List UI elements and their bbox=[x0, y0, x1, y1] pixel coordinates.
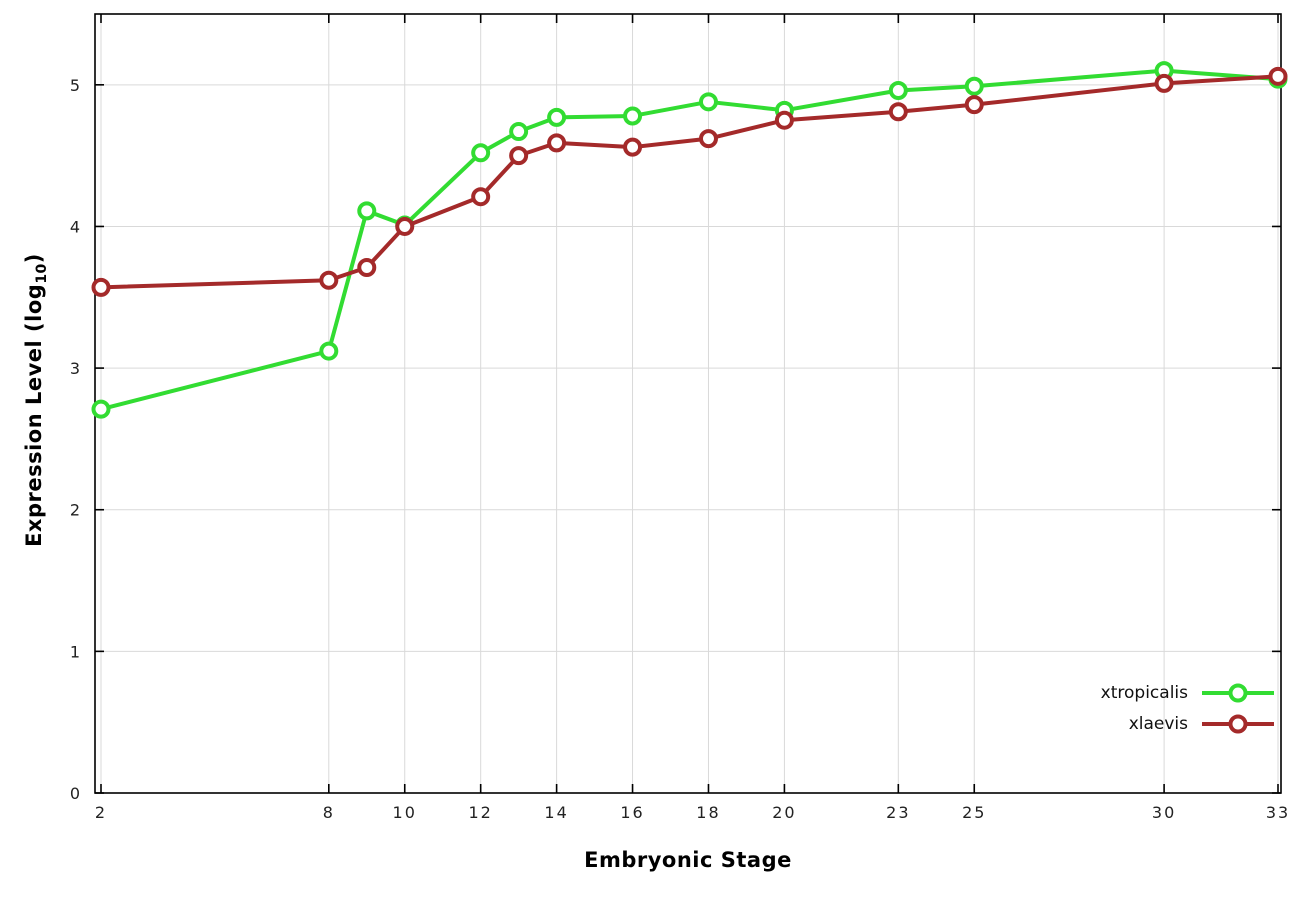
legend-line-marker-icon bbox=[1202, 683, 1274, 703]
y-axis-label-suffix: ) bbox=[21, 253, 46, 264]
x-tick-label: 12 bbox=[468, 803, 492, 822]
data-point-marker bbox=[774, 110, 794, 130]
legend: xtropicalis xlaevis bbox=[1101, 682, 1276, 735]
x-tick-label: 14 bbox=[544, 803, 568, 822]
y-tick-label: 5 bbox=[70, 76, 82, 95]
gridlines bbox=[95, 14, 1281, 794]
data-point-marker bbox=[395, 216, 415, 236]
x-tick-label: 2 bbox=[95, 803, 107, 822]
data-point-marker bbox=[547, 107, 567, 127]
y-axis-label: Expression Level (log10) bbox=[22, 253, 50, 547]
legend-item-xtropicalis: xtropicalis bbox=[1101, 682, 1276, 704]
plot-border bbox=[94, 13, 1282, 794]
series-xlaevis bbox=[91, 66, 1288, 297]
y-tick-label: 2 bbox=[70, 501, 82, 520]
x-tick-label: 18 bbox=[696, 803, 720, 822]
x-tick-label: 16 bbox=[620, 803, 644, 822]
legend-label: xlaevis bbox=[1128, 714, 1188, 734]
legend-line-marker-icon bbox=[1202, 714, 1274, 734]
data-point-marker bbox=[698, 129, 718, 149]
series-xtropicalis bbox=[91, 61, 1288, 419]
y-axis-label-subscript: 10 bbox=[34, 263, 51, 284]
y-tick-label: 1 bbox=[70, 642, 82, 661]
x-tick-label: 23 bbox=[886, 803, 910, 822]
data-point-marker bbox=[471, 187, 491, 207]
data-point-marker bbox=[471, 143, 491, 163]
x-axis-ticks: 2 8 10 12 14 16 18 20 23 25 30 33 bbox=[95, 14, 1290, 822]
x-tick-label: 30 bbox=[1152, 803, 1176, 822]
data-point-marker bbox=[888, 80, 908, 100]
x-tick-label: 20 bbox=[772, 803, 796, 822]
data-point-marker bbox=[1268, 66, 1288, 86]
x-axis-label: Embryonic Stage bbox=[584, 848, 792, 872]
x-tick-label: 10 bbox=[393, 803, 417, 822]
data-point-marker bbox=[698, 92, 718, 112]
legend-item-xlaevis: xlaevis bbox=[1129, 713, 1276, 735]
data-point-marker bbox=[357, 201, 377, 221]
data-point-marker bbox=[91, 277, 111, 297]
y-axis-label-text: Expression Level (log bbox=[21, 283, 46, 547]
legend-label: xtropicalis bbox=[1100, 683, 1188, 703]
data-point-marker bbox=[319, 341, 339, 361]
x-tick-label: 8 bbox=[323, 803, 335, 822]
y-tick-label: 4 bbox=[70, 217, 82, 236]
data-point-marker bbox=[509, 122, 529, 142]
data-point-marker bbox=[964, 95, 984, 115]
data-point-marker bbox=[91, 399, 111, 419]
x-tick-label: 25 bbox=[962, 803, 986, 822]
data-point-marker bbox=[623, 137, 643, 157]
x-tick-label: 33 bbox=[1266, 803, 1290, 822]
data-point-marker bbox=[623, 106, 643, 126]
data-point-marker bbox=[888, 102, 908, 122]
y-tick-label: 0 bbox=[70, 784, 82, 803]
data-point-marker bbox=[547, 133, 567, 153]
data-point-marker bbox=[319, 270, 339, 290]
data-point-marker bbox=[509, 146, 529, 166]
y-axis-ticks: 0 1 2 3 4 5 bbox=[70, 76, 1281, 803]
data-point-marker bbox=[1154, 73, 1174, 93]
data-point-marker bbox=[964, 76, 984, 96]
y-tick-label: 3 bbox=[70, 359, 82, 378]
data-point-marker bbox=[357, 258, 377, 278]
